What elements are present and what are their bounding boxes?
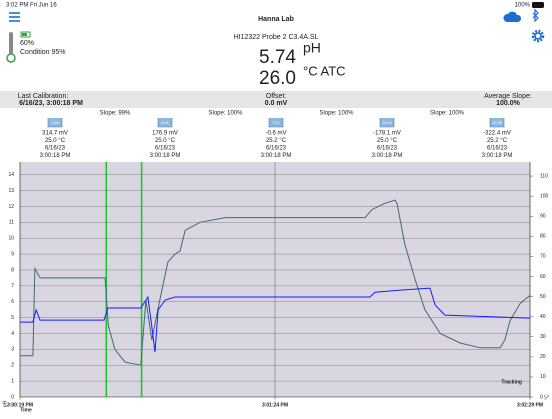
y-tick-label: 4 [11,331,14,337]
series-line [20,199,531,366]
x-tick-label: 3:01:24 PM [262,402,288,408]
series-line [20,287,531,353]
buffer-icon [268,118,284,128]
y-tick-label: 10 [8,236,14,242]
menu-button[interactable] [9,12,20,22]
buffer-mv: -0.6 mV [265,131,286,137]
probe-condition: Condition 95% [20,49,66,56]
y-axis-label: pH [2,400,8,407]
y2-tick-label: 70 [540,254,546,260]
buffer-date: 6/16/23 [266,146,287,152]
temp-unit: °C ATC [303,63,346,78]
y2-tick-label: 90 [540,214,546,220]
ph-unit: pH [303,40,321,56]
ph-reading: 5.74 [259,47,296,68]
settings-button[interactable] [531,29,545,43]
probe-battery: 60% [20,40,34,47]
buffer-slope: Slope: 100% [319,111,354,117]
annotation: Tracking [501,379,522,385]
buffer-icon [157,118,173,128]
buffer-temp: 25.0 °C [377,138,398,144]
y2-tick-label: 100 [540,193,549,199]
x-axis-label: Time [20,407,32,413]
buffer-time: 3:00:18 PM [40,153,71,159]
y-tick-label: 11 [9,220,14,226]
battery-icon [532,2,544,8]
x-tick-label: 3:02:29 PM [517,402,543,408]
temp-reading: 26.0 [259,68,296,89]
y2-tick-label: 110 [540,173,548,179]
status-time: 3:02 PM [6,3,28,9]
probe-icon [6,31,31,63]
buffer-date: 6/16/23 [155,146,176,152]
buffer-mv: -322.4 mV [483,131,511,137]
y2-tick-label: 40 [540,314,546,320]
buffer-value: 7.01 [272,120,281,125]
last-cal-label: Last Calibration: [18,93,69,100]
y-tick-label: 0 [11,394,14,400]
y2-tick-label: 80 [540,234,546,240]
y2-tick-label: 30 [540,334,546,340]
buffer-time: 3:00:18 PM [482,153,513,159]
buffer-value: 10.01 [382,120,393,125]
y-tick-label: 3 [11,347,14,353]
x-tick-label: 3:00:19 PM [7,402,33,408]
y-tick-label: 2 [11,363,14,369]
status-battery: 100% [515,3,531,9]
y-tick-label: 9 [11,251,14,257]
probe-name: HI12322 Probe 2 C3.4A.SL [234,34,319,41]
y2-tick-label: 50 [540,294,546,300]
buffer-icon [489,118,505,128]
buffer-temp: 25.2 °C [266,138,287,144]
buffer-time: 3:00:18 PM [150,153,181,159]
buffer-time: 3:00:18 PM [261,153,292,159]
buffer-icon [47,118,63,128]
y2-tick-label: 60 [540,274,546,280]
offset-value: 0.0 mV [265,100,288,107]
offset-label: Offset: [266,93,287,100]
buffer-date: 6/16/23 [45,146,66,152]
status-date: Fri Jun 16 [30,3,57,9]
buffer-time: 3:00:18 PM [372,153,403,159]
slope-value: 100.0% [496,100,521,107]
buffer-value: 1.68 [51,120,60,125]
bluetooth-button[interactable] [532,8,539,23]
calibration-bar [0,91,552,108]
buffer-date: 6/16/23 [377,146,398,152]
buffer-temp: 25.2 °C [487,138,508,144]
y-tick-label: 7 [11,283,14,289]
y2-tick-label: 0 [540,394,543,400]
y-tick-label: 1 [11,378,14,384]
buffer-slope: Slope: 100% [430,111,465,117]
buffer-temp: 25.0 °C [45,138,66,144]
buffer-date: 6/16/23 [487,146,508,152]
app-title: Hanna Lab [258,16,294,23]
y-tick-label: 14 [8,172,14,178]
buffer-temp: 25.0 °C [155,138,176,144]
y-tick-label: 12 [8,204,14,210]
cloud-button[interactable] [503,11,522,22]
buffer-slope: Slope: 100% [208,111,243,117]
buffer-value: 4.01 [161,120,170,125]
y-tick-label: 6 [11,299,14,305]
y2-axis-label: °C [544,394,550,400]
buffer-value: 12.45 [492,120,503,125]
buffer-mv: 176.9 mV [152,131,178,137]
y-tick-label: 13 [8,188,14,194]
last-cal-value: 6/16/23, 3:00:18 PM [19,100,83,107]
y-tick-label: 8 [11,267,14,273]
y2-tick-label: 20 [540,354,546,360]
buffer-icon [379,118,395,128]
y-tick-label: 5 [11,315,14,321]
y2-tick-label: 10 [540,374,546,380]
buffer-mv: -178.1 mV [373,131,401,137]
slope-label: Average Slope: [484,93,532,100]
buffer-mv: 314.7 mV [42,131,68,137]
buffer-slope: Slope: 99% [100,111,131,117]
